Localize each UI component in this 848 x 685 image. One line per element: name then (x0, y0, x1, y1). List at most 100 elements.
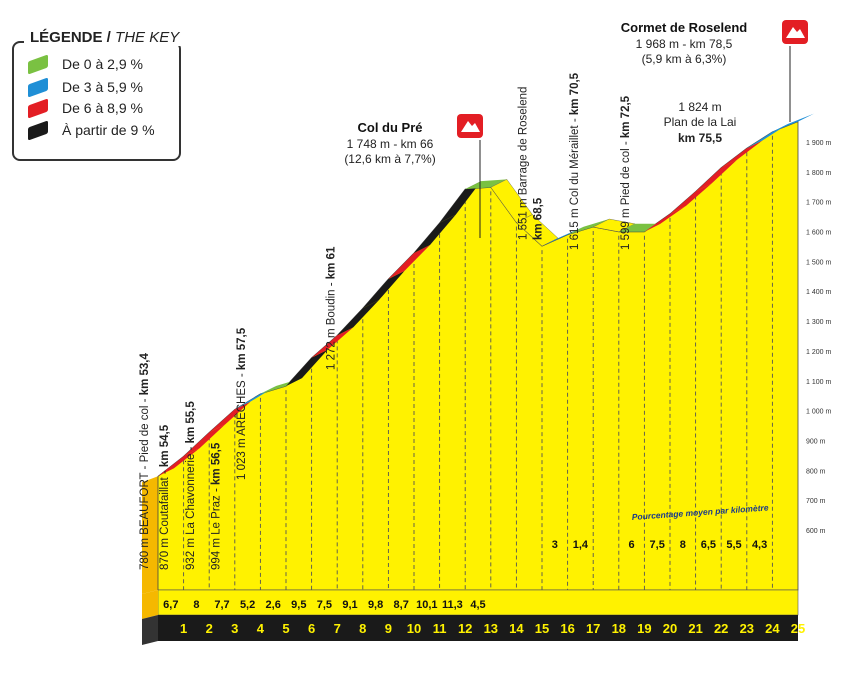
legend-title-en: THE KEY (115, 29, 180, 46)
plan-lai-km: km 75,5 (678, 131, 722, 145)
km-tick-label: 25 (791, 621, 805, 636)
legend-label: De 0 à 2,9 % (62, 56, 143, 72)
summit-detail: 1 748 m - km 66 (347, 137, 434, 151)
point-label-name: 1 615 m Col du Méraillet - (569, 115, 581, 250)
km-tick-label: 9 (385, 621, 392, 636)
gradient-label: 5,5 (726, 539, 741, 551)
km-tick-label: 21 (688, 621, 702, 636)
point-label-km: km 68,5 (533, 197, 545, 240)
km-tick-label: 23 (740, 621, 754, 636)
km-tick-label: 14 (509, 621, 524, 636)
point-label-name: 1 023 m ARÊCHES - (235, 370, 248, 480)
gradient-label: 8,7 (394, 599, 409, 611)
altitude-tick-label: 900 m (806, 438, 826, 445)
gradient-label: 4,3 (752, 539, 767, 551)
legend-item-3-5-9: De 3 à 5,9 % (28, 76, 143, 98)
slope-segment (337, 300, 379, 336)
km-tick-label: 7 (334, 621, 341, 636)
km-tick-label: 16 (560, 621, 574, 636)
summit-name: Cormet de Roselend (621, 20, 747, 35)
gradient-label: 10,1 (416, 599, 437, 611)
km-tick-label: 20 (663, 621, 677, 636)
legend-item-9-plus: À partir de 9 % (28, 119, 155, 141)
terrain-side-wall (142, 476, 158, 594)
point-label-km: km 56,5 (210, 442, 222, 485)
slope-segment (388, 244, 430, 279)
summit-detail: (12,6 km à 7,7%) (344, 152, 435, 166)
km-tick-label: 11 (433, 621, 447, 636)
slope-segment (542, 226, 584, 247)
slope-segment (465, 179, 507, 190)
gradient-label: 1,4 (573, 539, 589, 551)
summit-detail: (5,9 km à 6,3%) (642, 52, 727, 66)
slope-segment (362, 270, 405, 309)
gradient-label: 7,5 (650, 539, 665, 551)
summit-mountain-icon (786, 27, 805, 38)
km-tick-labels: 1 2 3 4 5 6 7 8 9 10 11 12 13 14 15 16 17 18 19 20 21 22 23 24 2… (180, 621, 805, 636)
altitude-tick-label: 1 600 m (806, 230, 831, 237)
point-label-km: km 61 (326, 246, 338, 279)
legend-label: À partir de 9 % (62, 122, 155, 138)
point-label-km: km 53,4 (139, 352, 151, 395)
gradient-label: 4,5 (470, 599, 485, 611)
slope-segment (183, 424, 226, 457)
gradient-label: 6,5 (701, 539, 716, 551)
summit-detail: 1 968 m - km 78,5 (636, 37, 733, 51)
summit-name: Col du Pré (357, 120, 422, 135)
point-label: 870 m Coutafaillat - km 54,5 (159, 424, 171, 570)
km-tick-label: 12 (458, 621, 472, 636)
km-tick-label: 6 (308, 621, 315, 636)
gradient-band-side (142, 590, 158, 619)
km-tick-label: 8 (359, 621, 366, 636)
altitude-tick-label: 1 000 m (806, 409, 831, 416)
slope-segment (618, 223, 661, 232)
point-label-name: 870 m Coutafaillat - (159, 467, 171, 570)
km-tick-label: 1 (180, 621, 187, 636)
altitude-tick-label: 1 900 m (806, 140, 831, 147)
point-label-name: 1 551 m Barrage de Roselend (518, 87, 530, 240)
km-tick-label: 17 (586, 621, 600, 636)
point-label: 932 m La Chavonnerie - km 55,5 (185, 401, 197, 570)
gradient-label: 6 (629, 539, 635, 551)
km-tick-label: 22 (714, 621, 728, 636)
altitude-tick-label: 800 m (806, 468, 826, 475)
point-label-km: km 55,5 (185, 401, 197, 444)
km-gridlines (183, 135, 773, 590)
slope-segment (746, 123, 789, 149)
km-tick-label: 24 (765, 621, 780, 636)
point-label-name: 1 272 m Boudin - (326, 279, 338, 370)
point-labels: 780 m BEAUFORT - Pied de col - km 53,4 87… (139, 72, 632, 570)
slope-segment (670, 183, 712, 214)
gradient-band (157, 589, 799, 616)
slope-segment (158, 448, 200, 477)
altitude-tick-label: 1 100 m (806, 379, 831, 386)
point-label-km: km 72,5 (620, 95, 632, 138)
point-label-name: 994 m Le Praz - (210, 485, 222, 570)
altitude-axis: 600 m 700 m 800 m 900 m 1 000 m 1 100 m 1 200 … (806, 140, 831, 535)
point-label: 1 551 m Barrage de Roselend (518, 87, 530, 240)
slope-segment (286, 349, 328, 387)
gradient-label: 9,8 (368, 599, 383, 611)
point-label: 780 m BEAUFORT - Pied de col - km 53,4 (139, 352, 151, 570)
km-tick-label: 15 (535, 621, 549, 636)
slope-ribbon (158, 113, 814, 477)
point-label-name: 932 m La Chavonnerie - (185, 443, 197, 570)
km-tick-label: 19 (637, 621, 651, 636)
point-label-km: km 57,5 (236, 327, 248, 370)
slope-segment (721, 140, 763, 168)
gradient-label: 6,7 (163, 599, 178, 611)
summit-mountain-icon (461, 121, 480, 132)
altitude-tick-label: 1 200 m (806, 349, 831, 356)
altitude-tick-label: 600 m (806, 528, 826, 535)
point-label-km: km 54,5 (159, 424, 171, 467)
point-label: 1 599 m Pied de col - km 72,5 (620, 95, 632, 250)
altitude-tick-label: 1 700 m (806, 200, 831, 207)
km-tick-label: 2 (206, 621, 213, 636)
altitude-tick-label: 1 800 m (806, 170, 831, 177)
km-band-side (142, 615, 158, 645)
km-tick-label: 5 (282, 621, 289, 636)
altitude-tick-label: 1 400 m (806, 289, 831, 296)
point-label-km: km 70,5 (569, 72, 581, 115)
gradient-label: 9,5 (291, 599, 306, 611)
point-label: 994 m Le Praz - km 56,5 (210, 442, 222, 570)
